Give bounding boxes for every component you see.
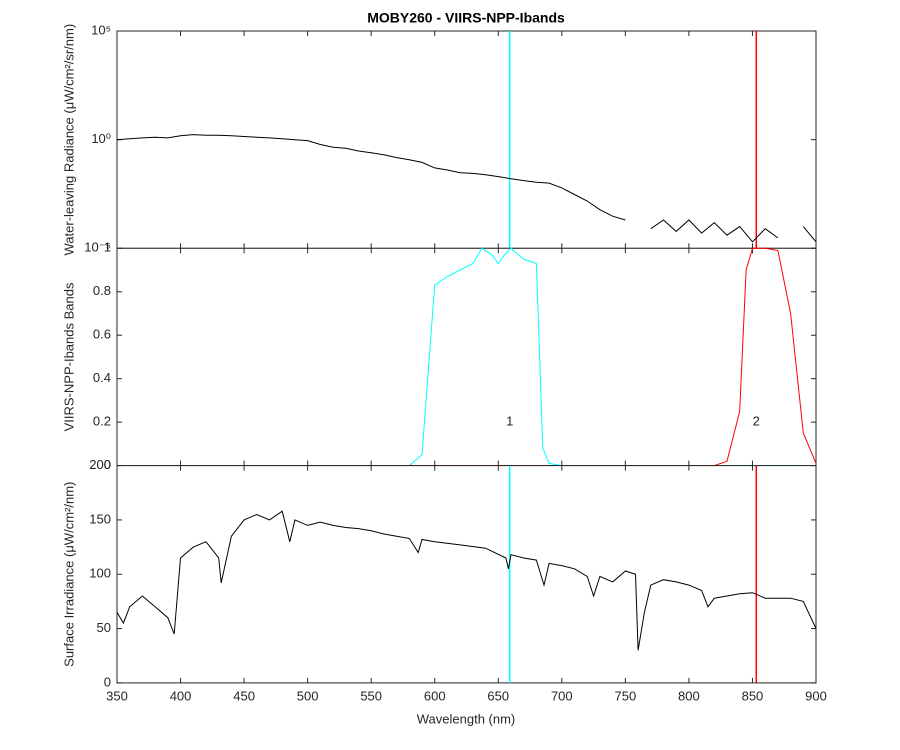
y-tick-label: 0 — [104, 674, 111, 689]
y-axis-label: Surface Irradiance (μW/cm²/nm) — [61, 482, 76, 667]
x-tick-label: 750 — [615, 688, 637, 703]
y-tick-label: 1 — [104, 240, 111, 255]
plot-area — [116, 465, 817, 684]
y-tick-label: 10⁻⁵ — [84, 240, 111, 255]
data-line — [129, 247, 817, 467]
x-tick-label: 350 — [106, 688, 128, 703]
annotation: 1 — [506, 414, 513, 429]
x-tick-label: 550 — [360, 688, 382, 703]
data-line — [116, 134, 817, 243]
chart-title: MOBY260 - VIIRS-NPP-Ibands — [367, 10, 565, 26]
y-tick-label: 100 — [89, 566, 111, 581]
y-tick-label: 10⁰ — [91, 131, 111, 146]
data-line — [116, 510, 817, 651]
y-tick-label: 150 — [89, 511, 111, 526]
x-tick-label: 900 — [805, 688, 827, 703]
annotation: 2 — [753, 414, 760, 429]
y-tick-label: 200 — [89, 457, 111, 472]
plot-area — [116, 30, 817, 249]
x-tick-label: 400 — [170, 688, 192, 703]
x-tick-label: 450 — [233, 688, 255, 703]
y-axis-label: Water-leaving Radiance (μW/cm²/sr/nm) — [61, 24, 76, 256]
x-tick-label: 850 — [742, 688, 764, 703]
y-tick-label: 0.8 — [93, 283, 111, 298]
plot-area — [116, 247, 817, 467]
x-axis-label: Wavelength (nm) — [417, 711, 516, 726]
y-tick-label: 0.6 — [93, 327, 111, 342]
y-tick-label: 0.2 — [93, 414, 111, 429]
x-tick-label: 800 — [678, 688, 700, 703]
y-tick-label: 0 — [104, 457, 111, 472]
y-tick-label: 10⁵ — [91, 22, 111, 37]
y-axis-label: VIIRS-NPP-Ibands Bands — [61, 282, 76, 431]
x-tick-label: 650 — [487, 688, 509, 703]
y-tick-label: 50 — [97, 620, 111, 635]
data-line — [129, 247, 816, 467]
x-tick-label: 600 — [424, 688, 446, 703]
x-tick-label: 500 — [297, 688, 319, 703]
x-tick-label: 700 — [551, 688, 573, 703]
y-tick-label: 0.4 — [93, 370, 111, 385]
